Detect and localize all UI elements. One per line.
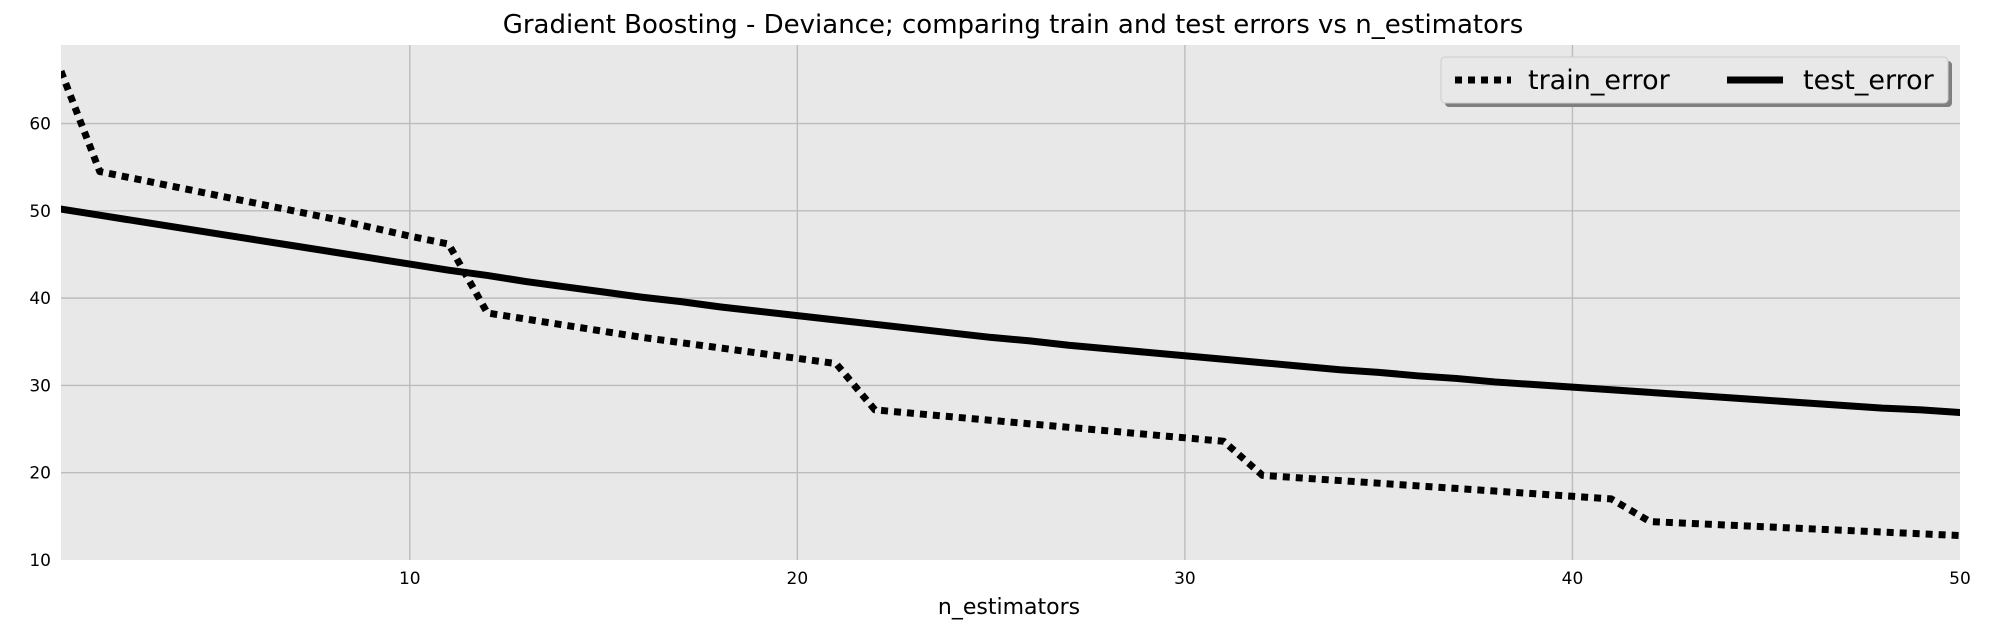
- x-axis-tick-labels: 10 20 30 40 50: [399, 569, 1971, 589]
- legend-box: [1440, 56, 1949, 104]
- grid-lines: [61, 45, 1960, 560]
- x-tick-label: 40: [1562, 569, 1584, 589]
- x-tick-label: 10: [399, 569, 421, 589]
- y-tick-label: 50: [29, 202, 51, 222]
- y-axis-tick-labels: 10 20 30 40 50 60: [29, 115, 51, 571]
- series-line-train-error: [61, 69, 1960, 540]
- y-tick-label: 40: [29, 289, 51, 309]
- chart-title: Gradient Boosting - Deviance; comparing …: [503, 10, 1524, 40]
- legend: train_error test_error: [1440, 56, 1952, 107]
- x-axis-label: n_estimators: [938, 595, 1080, 620]
- plot-area-background: [61, 45, 1960, 560]
- y-tick-label: 10: [29, 551, 51, 571]
- series-lines: [61, 69, 1960, 540]
- y-tick-label: 30: [29, 376, 51, 396]
- x-tick-label: 50: [1949, 569, 1971, 589]
- legend-label-test-error: test_error: [1803, 65, 1935, 96]
- series-line-test-error: [61, 205, 1960, 416]
- legend-label-train-error: train_error: [1528, 65, 1671, 96]
- x-tick-label: 30: [1174, 569, 1196, 589]
- x-tick-label: 20: [787, 569, 809, 589]
- y-tick-label: 60: [29, 115, 51, 135]
- y-tick-label: 20: [29, 464, 51, 484]
